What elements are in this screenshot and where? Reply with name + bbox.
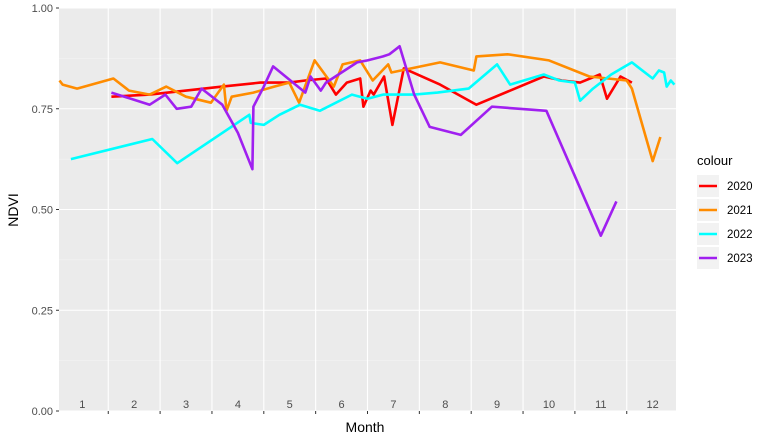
y-tick-label: 0.00 <box>32 406 53 418</box>
y-axis-ticks: 0.00 0.25 0.50 0.75 1.00 <box>32 3 59 418</box>
x-tick-label: 8 <box>442 399 448 411</box>
x-tick-label: 3 <box>183 399 189 411</box>
series-line-2023 <box>111 45 618 237</box>
y-tick-label: 0.25 <box>32 305 53 317</box>
y-axis-title: NDVI <box>5 193 21 226</box>
series-lines <box>58 45 676 237</box>
x-tick-label: 10 <box>543 399 555 411</box>
y-tick-label: 0.75 <box>32 104 53 116</box>
x-tick-label: 5 <box>287 399 293 411</box>
legend-title: colour <box>697 153 733 168</box>
x-tick-label: 2 <box>131 399 137 411</box>
series-line-2021 <box>58 53 662 163</box>
x-tick-label: 7 <box>390 399 396 411</box>
legend-label-2023: 2023 <box>727 253 753 265</box>
y-tick-label: 0.50 <box>32 205 53 217</box>
series-line-2022 <box>70 61 676 165</box>
legend-label-2020: 2020 <box>727 181 753 193</box>
x-axis-ticks: 1 2 3 4 5 6 7 8 9 10 11 12 <box>79 399 659 414</box>
y-tick-label: 1.00 <box>32 3 53 15</box>
legend: colour 2020 2021 2022 2023 <box>697 153 753 269</box>
legend-label-2021: 2021 <box>727 205 753 217</box>
major-gridlines <box>59 7 676 412</box>
x-tick-label: 1 <box>79 399 85 411</box>
x-tick-label: 9 <box>494 399 500 411</box>
x-tick-label: 4 <box>235 399 241 411</box>
x-tick-label: 11 <box>595 399 606 411</box>
legend-label-2022: 2022 <box>727 229 753 241</box>
x-tick-label: 12 <box>647 399 659 411</box>
x-axis-title: Month <box>346 419 385 435</box>
x-tick-label: 6 <box>339 399 345 411</box>
